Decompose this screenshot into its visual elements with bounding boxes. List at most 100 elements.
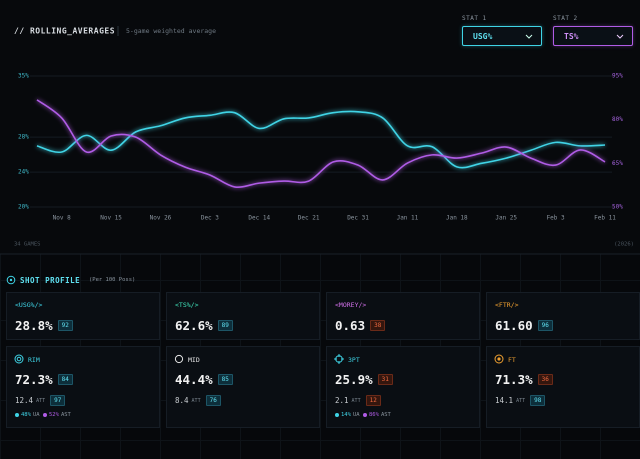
- y2-tick-label: 50%: [612, 204, 623, 211]
- att-row: 14.1 ATT 98: [495, 390, 546, 409]
- x-tick-label: Dec 3: [201, 215, 219, 222]
- dropdown-label: STAT 1: [462, 15, 487, 22]
- split-value: 14%: [341, 412, 351, 418]
- att-value: 12.4: [15, 396, 34, 405]
- split-item: 52% AST: [43, 412, 71, 419]
- x-tick-label: Jan 25: [495, 215, 517, 222]
- zone-row: 71.3% 36: [495, 369, 553, 388]
- x-tick-label: Dec 21: [298, 215, 320, 222]
- zone-icon: [14, 354, 24, 364]
- att-label: ATT: [36, 397, 46, 404]
- att-value: 2.1: [335, 396, 349, 405]
- chevron: [525, 34, 533, 39]
- rank-badge: 98: [530, 395, 546, 406]
- rank-badge: 76: [205, 395, 221, 406]
- x-tick-label: Jan 18: [446, 215, 468, 222]
- split-value: 52%: [49, 412, 59, 418]
- zone-name: RIM: [28, 356, 40, 364]
- dropdown-value: TS%: [564, 32, 579, 41]
- att-label: ATT: [516, 397, 526, 404]
- section-title: SHOT PROFILE: [20, 276, 81, 285]
- zone-card: MID 44.4% 85 8.4 ATT 76: [166, 346, 320, 428]
- zone-name: FT: [508, 356, 516, 364]
- zone-row: 72.3% 84: [15, 369, 73, 388]
- zone-name: MID: [188, 356, 200, 364]
- rank-badge: 31: [377, 374, 393, 385]
- metric-value: 61.60: [495, 318, 533, 333]
- metric-label: <TS%/>: [175, 301, 199, 309]
- section-note: (Per 100 Poss): [89, 277, 136, 283]
- att-row: 8.4 ATT 76: [175, 390, 221, 409]
- zone-pct: 71.3%: [495, 372, 533, 387]
- zone-pct: 25.9%: [335, 372, 373, 387]
- zone-card: FT 71.3% 36 14.1 ATT 98: [486, 346, 640, 428]
- metric-label: <USG%/>: [15, 301, 43, 309]
- metric-card: <MOREY/> 0.63 38: [326, 292, 480, 340]
- rank-badge: 97: [50, 395, 66, 406]
- dropdown-label: STAT 2: [553, 15, 578, 22]
- zone-pct: 72.3%: [15, 372, 53, 387]
- stat1-dropdown[interactable]: USG%: [462, 26, 542, 46]
- x-tick-label: Feb 11: [594, 215, 616, 222]
- y-tick-label: 24%: [18, 169, 29, 176]
- y-tick-label: 20%: [18, 204, 29, 211]
- att-row: 12.4 ATT 97: [15, 390, 66, 409]
- y2-tick-label: 95%: [612, 73, 623, 80]
- x-tick-label: Feb 3: [547, 215, 565, 222]
- zone-icon: [334, 354, 344, 364]
- rank-badge: 36: [537, 374, 553, 385]
- zone-card: RIM 72.3% 84 12.4 ATT 97 48% UA 52% AST: [6, 346, 160, 428]
- split-dot: [335, 413, 339, 417]
- zone-name: 3PT: [348, 356, 360, 364]
- rank-badge: 38: [370, 320, 386, 331]
- panel-title: // ROLLING_AVERAGES: [14, 27, 115, 36]
- metric-card: <TS%/> 62.6% 89: [166, 292, 320, 340]
- metric-row: 61.60 96: [495, 315, 553, 334]
- split-label: AST: [380, 412, 391, 418]
- y2-tick-label: 80%: [612, 116, 623, 123]
- split-label: UA: [352, 412, 360, 418]
- split-dot: [363, 413, 367, 417]
- x-tick-label: Nov 15: [100, 215, 122, 222]
- y-tick-label: 35%: [18, 73, 29, 80]
- footnote: (2026): [614, 242, 634, 248]
- x-tick-label: Nov 26: [150, 215, 172, 222]
- rank-badge: 96: [537, 320, 553, 331]
- att-label: ATT: [351, 397, 361, 404]
- metric-card: <FTR/> 61.60 96: [486, 292, 640, 340]
- series-line: [36, 110, 606, 169]
- metric-row: 0.63 38: [335, 315, 386, 334]
- stat2-dropdown[interactable]: TS%: [553, 26, 633, 46]
- split-dot: [15, 413, 19, 417]
- zone-pct: 44.4%: [175, 372, 213, 387]
- x-tick-label: Jan 11: [397, 215, 419, 222]
- rank-badge: 85: [217, 374, 233, 385]
- chevron: [616, 34, 624, 39]
- y-tick-label: 28%: [18, 134, 29, 141]
- series-line: [36, 99, 606, 188]
- split-value: 86%: [369, 412, 379, 418]
- rank-badge: 12: [365, 395, 381, 406]
- split-label: AST: [60, 412, 71, 418]
- split-item: 14% UA: [335, 412, 360, 419]
- dropdown-value: USG%: [473, 32, 493, 41]
- split-label: UA: [32, 412, 40, 418]
- zone-icon: [494, 354, 504, 364]
- section-icon: [6, 275, 16, 285]
- rank-badge: 84: [57, 374, 73, 385]
- att-row: 2.1 ATT 12: [335, 390, 381, 409]
- panel-bg: [0, 0, 640, 254]
- y2-tick-label: 65%: [612, 160, 623, 167]
- metric-value: 62.6%: [175, 318, 213, 333]
- att-label: ATT: [191, 397, 201, 404]
- metric-label: <FTR/>: [495, 301, 519, 309]
- panel-subtitle: 5-game weighted average: [126, 27, 216, 35]
- metric-row: 62.6% 89: [175, 315, 233, 334]
- metric-card: <USG%/> 28.8% 92: [6, 292, 160, 340]
- zone-icon: [174, 354, 184, 364]
- x-tick-label: Dec 31: [347, 215, 369, 222]
- metric-label: <MOREY/>: [335, 301, 367, 309]
- zone-row: 44.4% 85: [175, 369, 233, 388]
- footnote: 34 GAMES: [14, 242, 41, 248]
